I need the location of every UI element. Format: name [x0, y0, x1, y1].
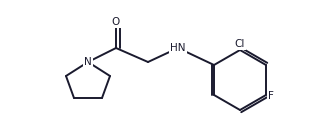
Text: F: F	[268, 91, 274, 101]
Text: N: N	[84, 57, 92, 67]
Text: O: O	[112, 17, 120, 27]
Text: HN: HN	[170, 43, 186, 53]
Text: Cl: Cl	[235, 39, 245, 49]
